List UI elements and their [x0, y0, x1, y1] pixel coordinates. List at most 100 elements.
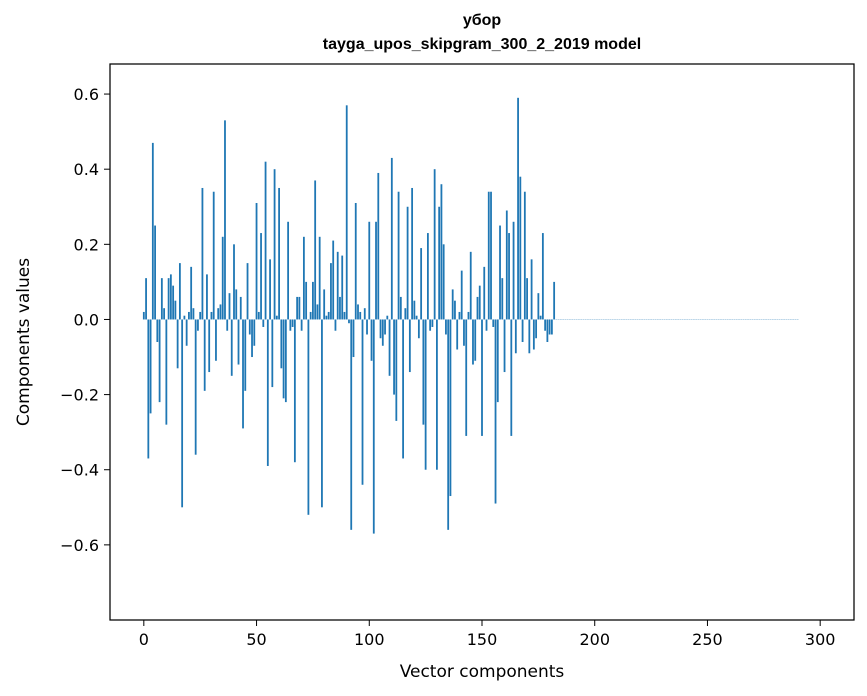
x-axis: 0 50 100 150 200 250 300	[139, 620, 836, 649]
bar	[296, 296, 299, 320]
bar	[172, 285, 175, 320]
bar	[390, 157, 393, 320]
bar	[431, 319, 434, 327]
x-tick-label: 150	[467, 630, 498, 649]
bar	[359, 311, 362, 320]
x-axis-label: Vector components	[400, 662, 565, 682]
bar	[264, 161, 267, 320]
bar	[235, 289, 238, 320]
bar	[224, 120, 226, 320]
bar	[160, 278, 163, 320]
bar	[192, 308, 195, 320]
bar	[467, 311, 470, 320]
bar	[239, 296, 242, 320]
bar	[348, 319, 350, 324]
y-tick-label: 0.0	[74, 310, 99, 329]
bar	[476, 296, 479, 320]
y-tick-label: −0.2	[60, 386, 99, 405]
bar	[269, 259, 271, 320]
bar	[178, 263, 181, 320]
bars-group	[142, 97, 799, 534]
bar	[206, 274, 208, 320]
bar	[298, 296, 301, 320]
bar	[278, 187, 280, 320]
bar	[156, 319, 159, 342]
bar	[275, 315, 278, 320]
bar	[147, 319, 150, 459]
x-tick-label: 50	[246, 630, 266, 649]
bar	[501, 278, 504, 320]
bar	[142, 311, 145, 320]
bar	[442, 244, 445, 320]
bar	[260, 233, 262, 320]
bar	[228, 293, 231, 320]
bar	[508, 233, 510, 320]
bar	[539, 315, 542, 320]
bar	[215, 319, 217, 361]
bar	[242, 319, 244, 429]
bar	[248, 319, 251, 335]
chart-subtitle: tayga_upos_skipgram_300_2_2019 model	[322, 36, 642, 53]
bar	[429, 319, 432, 331]
bar	[339, 296, 341, 320]
bar	[490, 191, 492, 320]
y-tick-label: 0.6	[74, 85, 99, 104]
bar	[510, 319, 513, 436]
bar	[478, 285, 481, 320]
bar	[550, 319, 553, 335]
bar	[237, 319, 240, 365]
bar	[404, 308, 407, 320]
bar	[449, 319, 452, 497]
bar	[548, 319, 551, 335]
bar	[327, 311, 330, 320]
bar	[293, 319, 296, 463]
bar	[514, 319, 517, 354]
bar	[271, 319, 274, 388]
chart-title: убор	[462, 12, 502, 29]
bar	[519, 176, 522, 320]
bar	[411, 187, 414, 320]
bar	[469, 251, 472, 320]
bar	[372, 319, 375, 534]
bar	[154, 225, 156, 320]
bar	[257, 311, 260, 320]
bar	[363, 308, 366, 320]
bar	[210, 311, 213, 320]
bar	[436, 319, 438, 470]
bar	[266, 319, 269, 466]
x-tick-label: 250	[692, 630, 723, 649]
bar	[384, 319, 386, 335]
bar	[526, 278, 528, 320]
bar	[201, 187, 204, 320]
bar	[262, 319, 265, 327]
bar	[307, 319, 310, 515]
bar	[197, 319, 199, 331]
bar	[388, 319, 391, 376]
bar	[219, 304, 222, 320]
bar	[233, 244, 235, 320]
bar	[325, 315, 328, 320]
x-tick-label: 300	[805, 630, 836, 649]
bar	[377, 172, 380, 320]
bar	[314, 180, 317, 320]
bar	[393, 319, 395, 395]
y-tick-label: −0.6	[60, 536, 99, 555]
bar	[244, 319, 247, 391]
bar	[397, 191, 400, 320]
bar	[284, 319, 287, 403]
y-tick-label: −0.4	[60, 461, 99, 480]
bar	[424, 319, 427, 470]
bar	[289, 319, 292, 331]
bar	[176, 319, 179, 369]
bar	[343, 311, 346, 320]
bar	[350, 319, 353, 530]
bar	[451, 289, 454, 320]
bar	[537, 293, 540, 320]
bar	[541, 233, 544, 320]
bar	[463, 319, 465, 346]
bar	[445, 319, 447, 335]
bar	[203, 319, 206, 391]
bar	[546, 319, 549, 342]
bar	[402, 319, 404, 459]
bar	[174, 300, 177, 320]
